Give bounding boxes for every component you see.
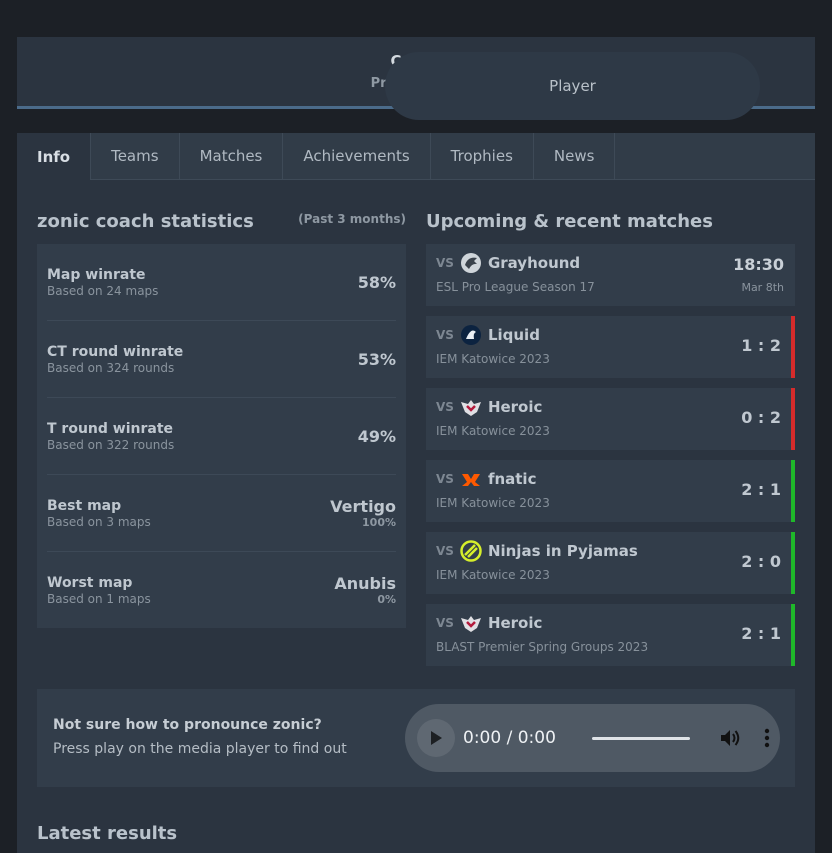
stat-sub: Based on 322 rounds [47, 437, 175, 452]
profile-panel: Info Teams Matches Achievements Trophies… [17, 133, 815, 853]
liquid-logo-icon [460, 324, 482, 346]
recent-match-card[interactable]: VS Ninjas in Pyjamas IEM Katowice 2023 2… [426, 532, 795, 594]
vs-label: VS [436, 400, 454, 414]
stat-label: CT round winrate [47, 343, 184, 360]
event-name: ESL Pro League Season 17 [436, 280, 595, 294]
event-name: IEM Katowice 2023 [436, 568, 550, 582]
tab-achievements[interactable]: Achievements [283, 133, 431, 179]
volume-button[interactable] [720, 728, 742, 748]
stat-map-winrate: 0% [377, 593, 396, 606]
tab-trophies[interactable]: Trophies [431, 133, 534, 179]
play-icon [431, 731, 442, 745]
match-score: 0 : 2 [741, 408, 781, 427]
stat-label: Best map [47, 497, 122, 514]
stat-row-best-map: Best map Based on 3 maps Vertigo 100% [47, 475, 396, 552]
role-tab-player-label: Player [549, 77, 596, 95]
role-tabs: Player Coach Primary role [17, 37, 815, 120]
pronunciation-question: Not sure how to pronounce zonic? [53, 717, 322, 733]
tab-matches[interactable]: Matches [180, 133, 284, 179]
statistics-list: Map winrate Based on 24 maps 58% CT roun… [37, 244, 406, 628]
match-score: 1 : 2 [741, 336, 781, 355]
recent-match-card[interactable]: VS fnatic IEM Katowice 2023 2 : 1 [426, 460, 795, 522]
role-tab-player[interactable]: Player [385, 52, 760, 120]
fnatic-logo-icon [460, 468, 482, 490]
opponent-name: Heroic [487, 398, 543, 416]
recent-match-card[interactable]: VS Heroic BLAST Premier Spring Groups 20… [426, 604, 795, 666]
audio-time: 0:00 / 0:00 [463, 728, 556, 748]
win-indicator [791, 604, 795, 666]
pronunciation-box: Not sure how to pronounce zonic? Press p… [37, 689, 795, 787]
volume-icon [720, 730, 740, 746]
tab-info[interactable]: Info [17, 133, 92, 180]
stat-sub: Based on 3 maps [47, 514, 151, 529]
play-button[interactable] [417, 719, 455, 757]
win-indicator [791, 532, 795, 594]
statistics-title: zonic coach statistics [37, 211, 254, 232]
latest-results-title: Latest results [37, 823, 178, 844]
recent-match-card[interactable]: VS Liquid IEM Katowice 2023 1 : 2 [426, 316, 795, 378]
audio-progress-slider[interactable] [591, 736, 690, 740]
stat-row-t-round-winrate: T round winrate Based on 322 rounds 49% [47, 398, 396, 475]
heroic-logo-icon [460, 396, 482, 418]
audio-player: 0:00 / 0:00 [405, 704, 780, 772]
opponent-name: Heroic [487, 614, 543, 632]
stat-map-winrate: 100% [362, 516, 396, 529]
more-options-button[interactable] [764, 728, 770, 748]
pronunciation-hint: Press play on the media player to find o… [53, 741, 347, 757]
win-indicator [791, 460, 795, 522]
vs-label: VS [436, 256, 454, 270]
loss-indicator [791, 388, 795, 450]
event-name: IEM Katowice 2023 [436, 352, 550, 366]
stat-sub: Based on 1 maps [47, 591, 151, 606]
event-name: IEM Katowice 2023 [436, 496, 550, 510]
vs-label: VS [436, 472, 454, 486]
stat-sub: Based on 24 maps [47, 283, 159, 298]
heroic-logo-icon [460, 612, 482, 634]
coach-statistics-section: zonic coach statistics (Past 3 months) M… [37, 211, 406, 628]
stat-row-map-winrate: Map winrate Based on 24 maps 58% [47, 244, 396, 321]
tab-news[interactable]: News [534, 133, 616, 179]
match-score: 2 : 0 [741, 552, 781, 571]
matches-header: Upcoming & recent matches [426, 211, 795, 244]
stat-row-worst-map: Worst map Based on 1 maps Anubis 0% [47, 552, 396, 628]
stat-label: T round winrate [47, 420, 174, 437]
opponent-name: Liquid [487, 326, 540, 344]
stat-sub: Based on 324 rounds [47, 360, 175, 375]
grayhound-logo-icon [460, 252, 482, 274]
opponent-name: fnatic [487, 470, 537, 488]
event-name: BLAST Premier Spring Groups 2023 [436, 640, 649, 654]
statistics-header: zonic coach statistics (Past 3 months) [37, 211, 406, 244]
stat-value: 53% [357, 349, 396, 369]
matches-section: Upcoming & recent matches VS Grayhound E… [426, 211, 795, 676]
event-name: IEM Katowice 2023 [436, 424, 550, 438]
opponent-name: Ninjas in Pyjamas [487, 542, 638, 560]
stat-row-ct-round-winrate: CT round winrate Based on 324 rounds 53% [47, 321, 396, 398]
stat-label: Worst map [47, 574, 133, 591]
stat-value: 49% [357, 426, 396, 446]
match-score: 2 : 1 [741, 480, 781, 499]
matches-title: Upcoming & recent matches [426, 211, 713, 232]
vs-label: VS [436, 328, 454, 342]
recent-match-card[interactable]: VS Heroic IEM Katowice 2023 0 : 2 [426, 388, 795, 450]
statistics-period-note: (Past 3 months) [298, 212, 406, 226]
opponent-name: Grayhound [487, 254, 581, 272]
stat-label: Map winrate [47, 266, 146, 283]
match-time: 18:30 [733, 255, 784, 274]
loss-indicator [791, 316, 795, 378]
upcoming-match-card[interactable]: VS Grayhound ESL Pro League Season 17 18… [426, 244, 795, 306]
stat-value: 58% [357, 272, 396, 292]
nip-logo-icon [460, 540, 482, 562]
match-date: Mar 8th [741, 281, 784, 294]
profile-nav-tabs: Info Teams Matches Achievements Trophies… [17, 133, 815, 180]
more-vertical-icon [764, 728, 770, 748]
stat-value: Anubis [334, 574, 396, 593]
stat-value: Vertigo [330, 497, 396, 516]
vs-label: VS [436, 544, 454, 558]
tab-teams[interactable]: Teams [91, 133, 180, 179]
vs-label: VS [436, 616, 454, 630]
match-score: 2 : 1 [741, 624, 781, 643]
